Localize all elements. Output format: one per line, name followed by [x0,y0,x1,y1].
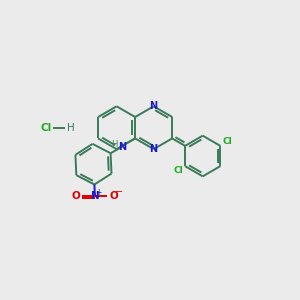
Text: N: N [91,191,99,201]
Text: Cl: Cl [223,137,232,146]
Text: −: − [115,187,123,197]
Text: N: N [150,144,158,154]
Text: +: + [95,188,102,197]
Text: N: N [150,101,158,111]
Text: N: N [118,142,127,152]
Text: Cl: Cl [40,123,52,133]
Text: Cl: Cl [173,166,183,175]
Text: O: O [71,191,80,201]
Text: H: H [68,123,75,133]
Text: O: O [110,191,118,201]
Text: H: H [111,140,118,149]
